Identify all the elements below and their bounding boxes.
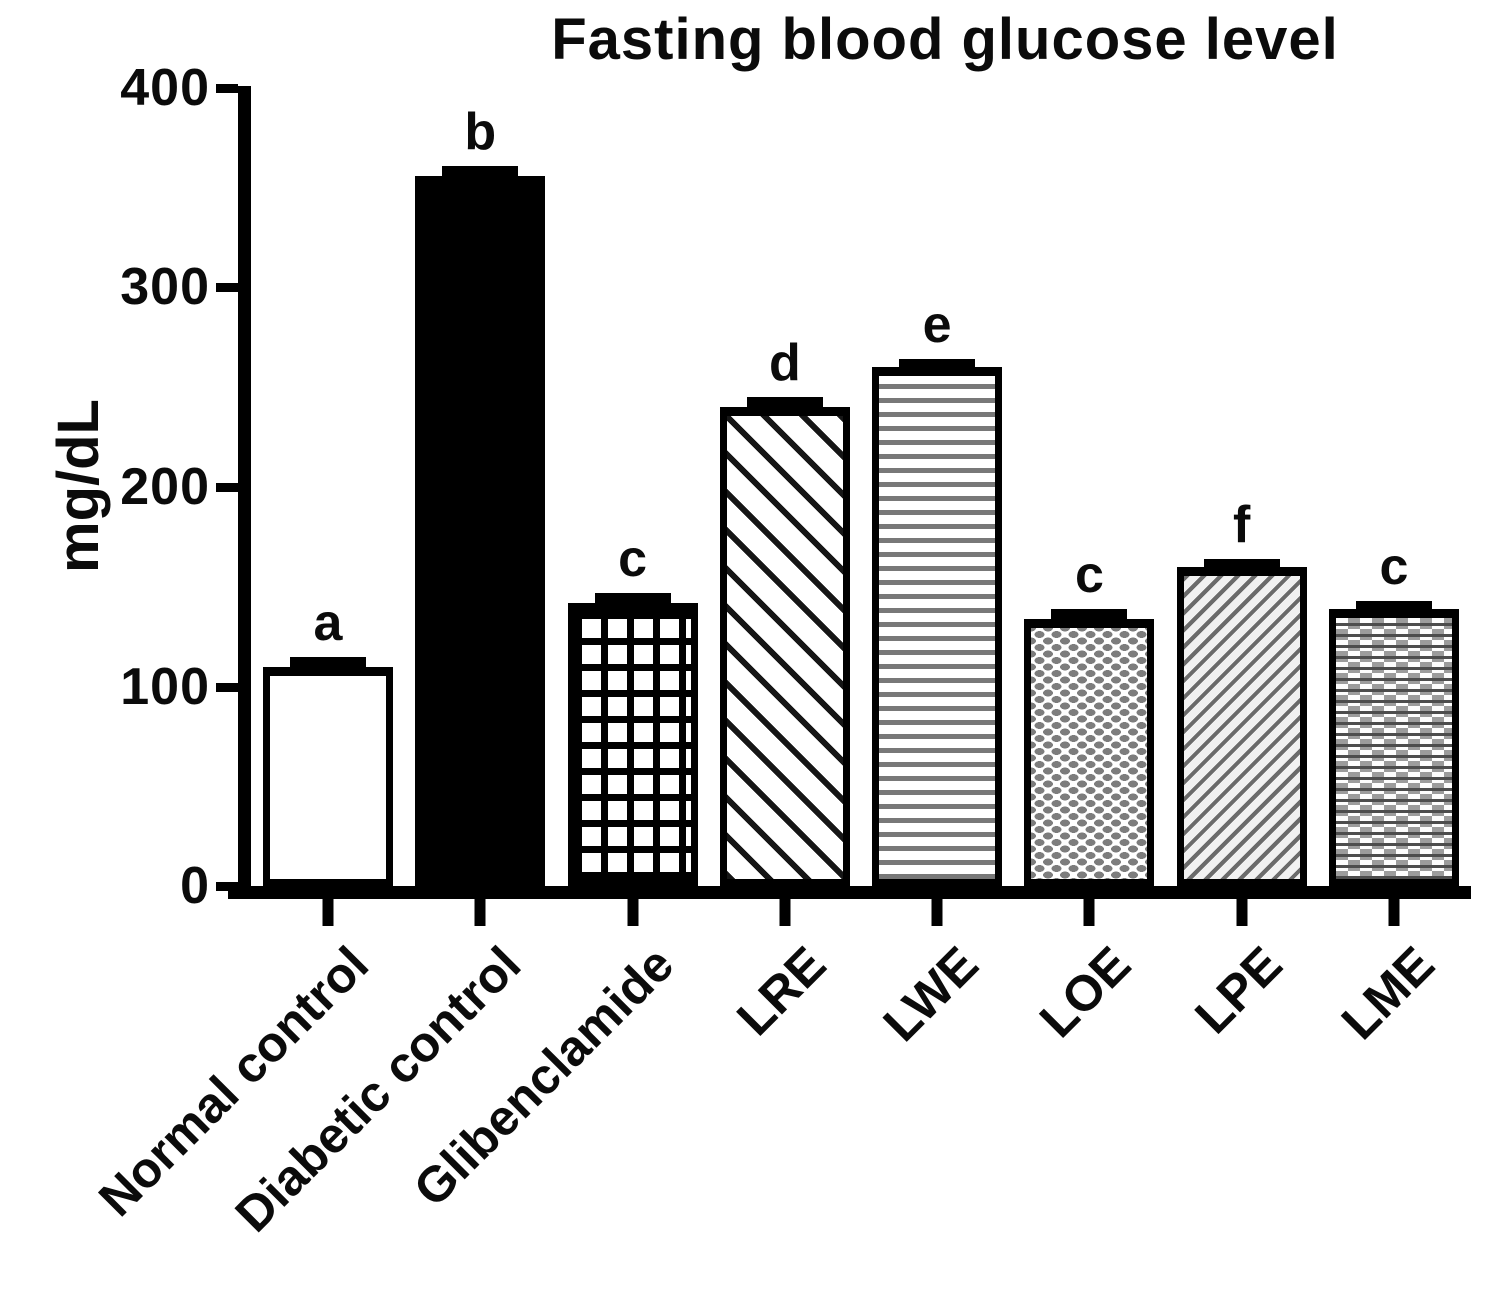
significance-letter: f	[1233, 495, 1251, 554]
y-tick-label: 400	[120, 59, 210, 117]
significance-letter: c	[618, 529, 648, 588]
significance-letter: e	[922, 296, 952, 355]
x-tick-mark	[627, 898, 639, 926]
error-bar-cap	[594, 592, 671, 607]
bar-group-diabetic-control: b Diabetic control	[225, 88, 556, 1243]
y-tick-row: 100	[40, 658, 238, 716]
x-tick-mark	[931, 898, 943, 926]
error-bar-cap	[1355, 600, 1432, 613]
x-tick-mark	[779, 898, 791, 926]
significance-letter: c	[1074, 545, 1104, 604]
error-bar-cap	[1051, 608, 1128, 623]
y-tick-row: 200	[40, 458, 238, 516]
y-tick-label: 100	[120, 658, 210, 716]
y-tick-mark	[216, 282, 238, 292]
error-bar-cap	[1203, 558, 1280, 571]
bar-group-lre: d LRE	[709, 88, 861, 1046]
bar	[872, 367, 1003, 886]
x-tick-mark	[1236, 898, 1248, 926]
x-axis-line	[228, 886, 1471, 899]
error-bar-cap	[746, 397, 823, 412]
x-axis-label: Diabetic control	[224, 935, 532, 1243]
x-axis-label: LOE	[1028, 935, 1141, 1049]
bar-group-glibenclamide: c Glibenclamide	[403, 88, 709, 1217]
x-axis-label: LWE	[872, 935, 989, 1053]
x-axis-label: LRE	[726, 935, 837, 1047]
y-tick-label: 300	[120, 258, 210, 316]
y-tick-mark	[216, 83, 238, 93]
bar	[1024, 618, 1155, 886]
y-tick-mark	[216, 682, 238, 692]
significance-letter: b	[464, 102, 497, 161]
x-axis-label: Normal control	[88, 935, 380, 1227]
x-tick-mark	[474, 898, 486, 926]
error-bar-cap	[899, 359, 976, 372]
bar-group-loe: c LOE	[1013, 88, 1165, 1048]
y-axis-line	[238, 86, 251, 899]
x-tick-mark	[1083, 898, 1095, 926]
bar-group-normal-control: a Normal control	[88, 88, 404, 1227]
bar-group-lwe: e LWE	[861, 88, 1013, 1052]
y-tick-row: 300	[40, 258, 238, 316]
bar	[719, 407, 850, 886]
significance-letter: d	[768, 334, 801, 393]
bar	[567, 602, 698, 886]
plot-area: a Normal control b Diabetic control c Gl…	[88, 88, 1470, 1243]
bar-group-lme: c LME	[1318, 88, 1470, 1050]
x-tick-mark	[322, 898, 334, 926]
chart-title: Fasting blood glucose level	[551, 7, 1339, 72]
y-tick-label: 200	[120, 458, 210, 516]
bar	[415, 175, 546, 886]
x-tick-mark	[1388, 898, 1400, 926]
bar	[1328, 608, 1459, 886]
bar-group-lpe: f LPE	[1166, 88, 1318, 1044]
error-bar-cap	[290, 656, 366, 671]
y-tick-row: 400	[40, 59, 238, 117]
y-tick-label: 0	[180, 857, 210, 915]
y-tick-row: 0	[40, 857, 238, 915]
x-axis-label: LPE	[1184, 935, 1294, 1045]
x-axis-label: LME	[1331, 935, 1446, 1051]
error-bar-cap	[442, 165, 519, 180]
significance-letter: c	[1379, 537, 1409, 596]
y-tick-mark	[216, 482, 238, 492]
y-tick-mark	[216, 881, 238, 891]
bar	[1176, 566, 1307, 886]
bar	[263, 666, 393, 886]
significance-letter: a	[313, 593, 343, 652]
